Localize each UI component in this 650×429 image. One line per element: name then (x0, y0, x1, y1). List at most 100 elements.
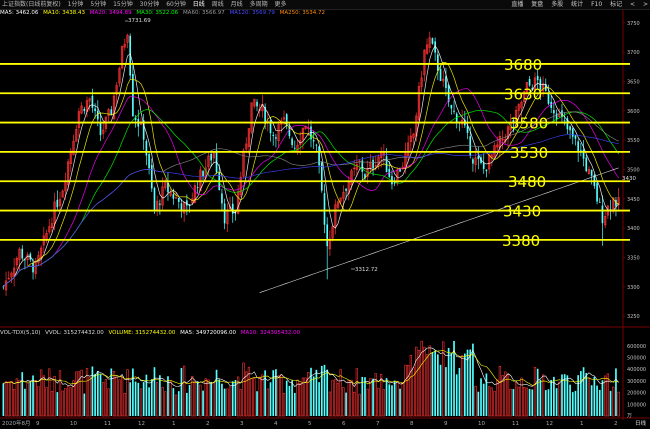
candle-body (118, 68, 121, 84)
volume-bar (61, 390, 64, 417)
volume-bar (404, 364, 407, 417)
candle-body (437, 54, 439, 71)
candle-body (547, 93, 550, 104)
candle-body (312, 140, 315, 142)
volume-bar (525, 387, 529, 417)
f10-button[interactable]: F10 (591, 1, 603, 8)
tab-1min[interactable]: 1分钟 (67, 1, 84, 8)
volume-bar (258, 376, 261, 417)
candle-body (334, 204, 337, 227)
candle-body (533, 77, 537, 91)
stats-button[interactable]: 统计 (571, 1, 584, 8)
candle-body (466, 125, 469, 133)
volume-bar (577, 375, 580, 416)
candle-body (604, 215, 607, 226)
candle-body (275, 137, 277, 139)
volume-bar (42, 375, 45, 417)
candle-body (239, 176, 242, 195)
volume-bar (439, 364, 442, 416)
volume-bar (24, 388, 26, 416)
legend-ma60: MA60: 3566.97 (182, 10, 225, 16)
toolbar: 上证指数(日线前复权) 1分钟 5分钟 15分钟 30分钟 60分钟 日线 周线… (0, 0, 650, 10)
vol-volume: VOLUME: 315274432.00 (108, 330, 176, 336)
candle-body (34, 262, 37, 274)
next-icon[interactable]: > (642, 1, 648, 8)
volume-bar (218, 379, 221, 416)
volume-bar (437, 354, 439, 416)
tab-weekly[interactable]: 周线 (211, 1, 224, 8)
level-label-3380: 3380 (502, 232, 540, 250)
mark-button[interactable]: 标记 (610, 1, 623, 8)
volume-bar (361, 376, 364, 416)
volume-bar (272, 370, 275, 416)
volume-bar (364, 377, 366, 416)
candle-body (193, 185, 197, 203)
volume-bar (161, 386, 164, 417)
candle-body (487, 154, 491, 170)
tab-15min[interactable]: 15分钟 (113, 1, 133, 8)
current-price-tag: 3430 (622, 176, 636, 182)
volume-bar (221, 383, 223, 416)
candle-body (110, 109, 113, 116)
volume-bar (234, 380, 237, 416)
volume-bar (139, 388, 143, 417)
volume-bar (606, 373, 609, 417)
review-button[interactable]: 复盘 (531, 1, 544, 8)
candle-body (585, 157, 588, 172)
candle-body (412, 133, 415, 139)
tab-60min[interactable]: 60分钟 (166, 1, 186, 8)
volume-bar (186, 392, 188, 416)
tab-5min[interactable]: 5分钟 (90, 1, 107, 8)
high-annotation: 3731.69 (128, 18, 151, 24)
candle-body (301, 128, 305, 140)
candle-body (48, 226, 51, 233)
price-tick-label: 3550 (627, 138, 640, 144)
volume-bar (617, 391, 620, 417)
date-tick-label: 10 (70, 421, 77, 427)
volume-bar (401, 382, 404, 417)
candle-body (256, 101, 258, 107)
tab-more[interactable]: 更多 (274, 1, 287, 8)
volume-bar (102, 382, 105, 417)
candle-body (58, 199, 62, 207)
volume-bar (15, 378, 18, 417)
candle-body (563, 120, 566, 122)
volume-bar (256, 391, 258, 416)
support-resistance-lines (0, 63, 630, 241)
candle-body (355, 164, 359, 170)
volume-bar (280, 374, 283, 417)
level-label-3630: 3630 (504, 85, 542, 103)
candle-body (393, 182, 396, 184)
tab-30min[interactable]: 30分钟 (139, 1, 160, 8)
volume-bar (66, 386, 70, 417)
volume-bar (485, 373, 488, 416)
volume-bar (520, 377, 523, 417)
volume-tick-label: 万 (627, 413, 632, 419)
volume-bar (64, 388, 67, 417)
candle-body (496, 144, 499, 148)
tab-monthly[interactable]: 月线 (230, 1, 243, 8)
candle-body (442, 78, 445, 82)
volume-bar (301, 377, 305, 417)
volume-bar (34, 380, 37, 417)
candle-body (4, 280, 8, 291)
volume-bar (569, 384, 571, 416)
candle-body (364, 174, 366, 179)
ma-legend: MA5: 3462.06 MA10: 3438.43 MA20: 3494.89… (0, 9, 328, 17)
tab-multi-period[interactable]: 多周期 (249, 1, 268, 8)
multi-stock-button[interactable]: 多股 (551, 1, 564, 8)
date-tick-label: 3 (240, 421, 244, 427)
candle-body (153, 187, 156, 210)
level-label-3580: 3580 (510, 115, 548, 133)
candle-body (202, 171, 204, 177)
tab-daily[interactable]: 日线 (192, 1, 205, 8)
prev-icon[interactable]: < (630, 1, 636, 8)
legend-ma30: MA30: 3522.06 (136, 10, 179, 16)
price-tick-label: 3700 (627, 50, 640, 56)
volume-tick-label: 300000 (627, 379, 646, 385)
level-labels: 3680 3630 3580 3530 3480 3430 3380 (502, 56, 548, 250)
volume-bar (445, 367, 447, 416)
candle-body (32, 262, 34, 273)
live-button[interactable]: 直播 (511, 1, 524, 8)
